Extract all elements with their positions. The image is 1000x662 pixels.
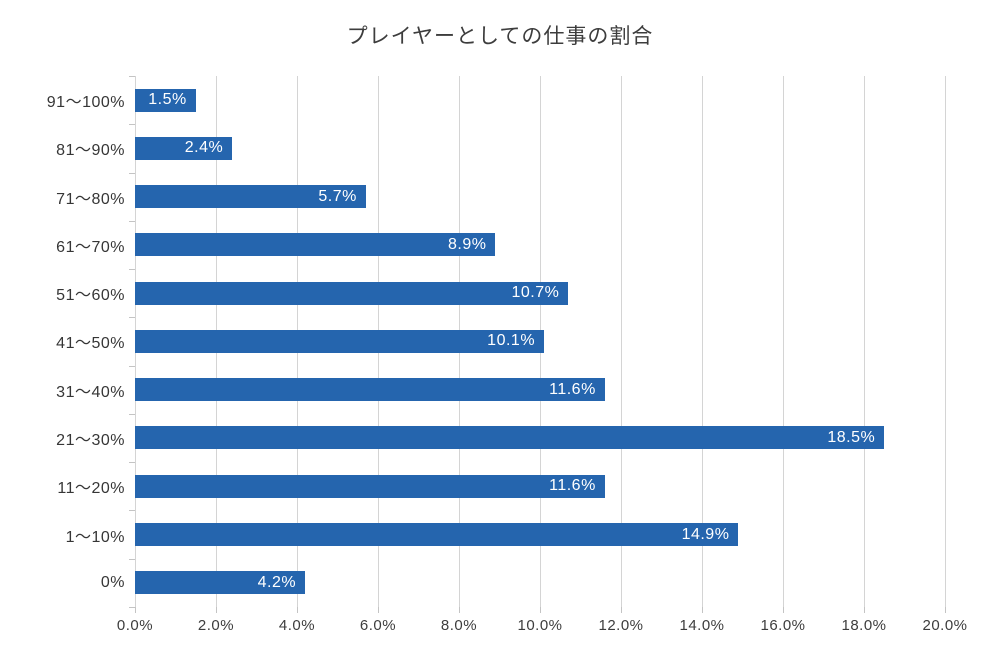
chart-title: プレイヤーとしての仕事の割合	[346, 25, 654, 48]
bar-row: 5.7%	[135, 173, 945, 221]
x-axis-label: 14.0%	[679, 617, 725, 634]
y-axis-labels: 91〜100% 81〜90% 71〜80% 61〜70% 51〜60% 41〜50% 31〜…	[0, 76, 125, 607]
plot-area: 1.5% 2.4% 5.7% 8.9% 10.7% 10.1% 11.6% 18.5% 11.6…	[129, 76, 946, 613]
bar-row: 8.9%	[135, 221, 945, 269]
x-axis-label: 20.0%	[922, 617, 968, 634]
x-axis-label: 2.0%	[197, 617, 235, 634]
x-tick	[540, 607, 541, 613]
x-axis-label: 8.0%	[440, 617, 478, 634]
x-tick	[378, 607, 379, 613]
y-axis-label: 11〜20%	[57, 480, 125, 498]
y-tick	[129, 124, 135, 126]
bar: 2.4%	[135, 136, 233, 160]
y-axis-label: 71〜80%	[56, 190, 125, 208]
y-axis-label: 1〜10%	[65, 528, 125, 546]
bar-value-label: 14.9%	[681, 525, 730, 543]
bar: 11.6%	[135, 378, 605, 402]
bar-rows: 1.5% 2.4% 5.7% 8.9% 10.7% 10.1% 11.6% 18.5% 11.6…	[135, 76, 945, 607]
bar: 11.6%	[135, 474, 605, 498]
y-tick	[129, 172, 135, 174]
y-axis-label: 81〜90%	[56, 142, 125, 160]
bar-value-label: 1.5%	[148, 91, 187, 109]
bar-row: 10.1%	[135, 317, 945, 365]
y-tick	[129, 317, 135, 319]
bar-row: 2.4%	[135, 124, 945, 172]
y-tick	[129, 510, 135, 512]
bar: 10.7%	[135, 281, 569, 305]
bar-row: 4.2%	[135, 559, 945, 607]
bar-row: 1.5%	[135, 76, 945, 124]
bar-value-label: 11.6%	[549, 380, 596, 398]
bar-value-label: 4.2%	[257, 573, 297, 591]
bar-value-label: 18.5%	[827, 428, 876, 446]
y-axis-label: 31〜40%	[56, 383, 125, 401]
bar: 5.7%	[135, 185, 366, 209]
bar-value-label: 8.9%	[447, 235, 487, 253]
bar: 4.2%	[135, 571, 306, 595]
x-tick	[135, 607, 136, 613]
y-tick	[129, 558, 135, 560]
bar-value-label: 10.7%	[511, 284, 560, 302]
y-axis-label: 0%	[100, 573, 125, 591]
x-axis-label: 0.0%	[116, 617, 154, 634]
gridline	[783, 76, 784, 607]
x-axis-labels: 0.0% 2.0% 4.0% 6.0% 8.0% 10.0% 12.0% 14.0% 16.0%…	[117, 617, 967, 639]
x-axis-label: 16.0%	[760, 617, 806, 634]
bar-value-label: 11.6%	[549, 477, 596, 495]
bar-row: 14.9%	[135, 510, 945, 558]
y-axis-label: 21〜30%	[56, 431, 125, 449]
x-tick	[864, 607, 865, 613]
bar-row: 11.6%	[135, 462, 945, 510]
x-tick	[783, 607, 784, 613]
y-axis-label: 41〜50%	[56, 335, 125, 353]
x-axis-label: 10.0%	[517, 617, 563, 634]
bar-value-label: 2.4%	[184, 139, 224, 157]
y-axis-label: 91〜100%	[46, 94, 125, 112]
bar: 18.5%	[135, 426, 885, 450]
bar-row: 18.5%	[135, 414, 945, 462]
bar-value-label: 5.7%	[318, 187, 357, 205]
y-tick	[129, 269, 135, 271]
y-axis-label: 51〜60%	[56, 287, 125, 305]
y-tick	[129, 76, 135, 77]
y-tick	[129, 220, 135, 222]
bar: 10.1%	[135, 329, 545, 353]
bar-value-label: 10.1%	[487, 332, 536, 350]
y-tick	[129, 607, 135, 608]
bar: 1.5%	[135, 88, 196, 112]
bar: 14.9%	[135, 523, 739, 547]
x-tick	[216, 607, 217, 613]
x-axis-label: 18.0%	[841, 617, 887, 634]
gridline	[945, 76, 946, 607]
x-axis-label: 4.0%	[278, 617, 316, 634]
bar-row: 11.6%	[135, 366, 945, 414]
y-tick	[129, 413, 135, 415]
y-axis-label: 61〜70%	[56, 238, 125, 256]
bar: 8.9%	[135, 233, 496, 257]
x-axis-label: 12.0%	[598, 617, 644, 634]
x-tick	[702, 607, 703, 613]
x-tick	[621, 607, 622, 613]
y-tick	[129, 365, 135, 367]
y-tick	[129, 462, 135, 464]
bar-row: 10.7%	[135, 269, 945, 317]
gridline	[621, 76, 622, 607]
x-tick	[945, 607, 946, 613]
gridline	[702, 76, 703, 607]
gridline	[864, 76, 865, 607]
x-tick	[459, 607, 460, 613]
x-tick	[297, 607, 298, 613]
x-axis-label: 6.0%	[359, 617, 397, 634]
